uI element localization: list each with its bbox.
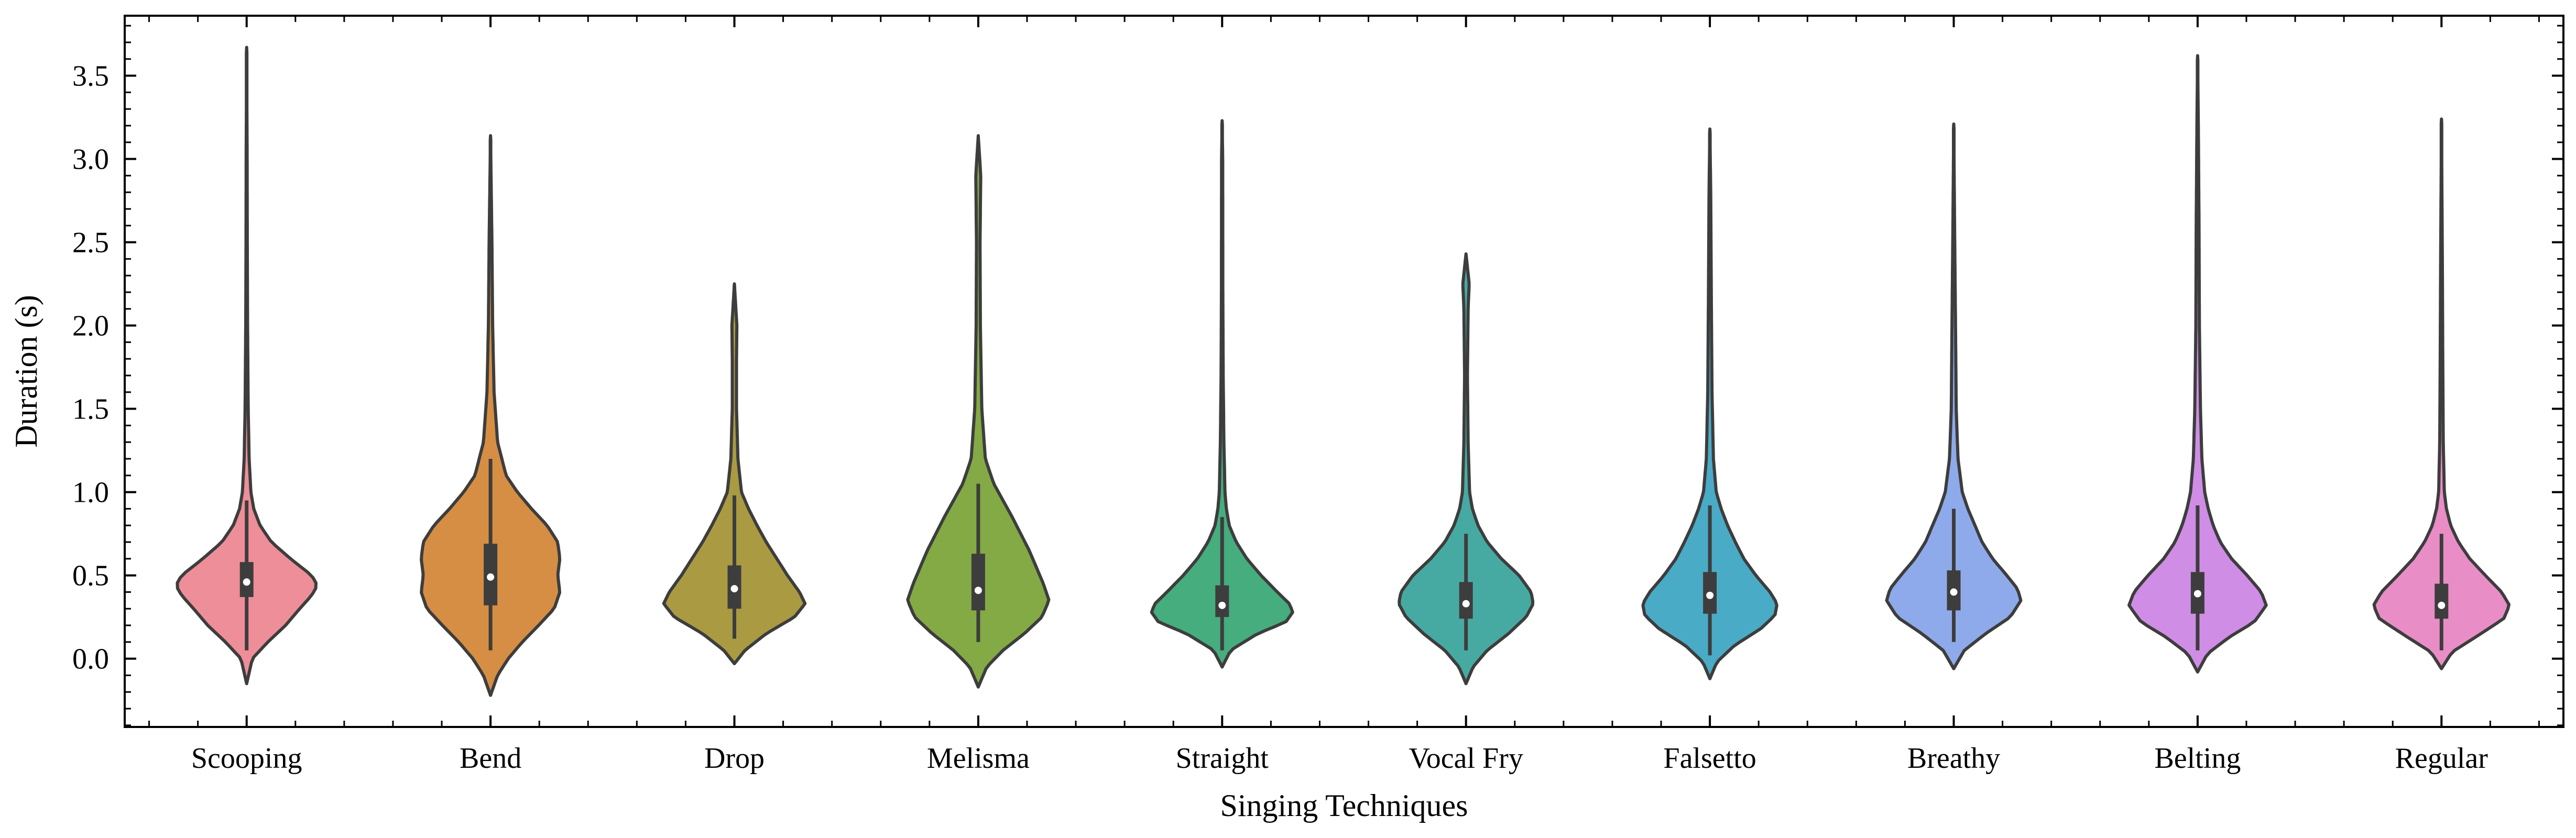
x-tick-label: Straight xyxy=(1176,742,1269,775)
violin-iqr-box xyxy=(2435,583,2449,619)
violin-body xyxy=(662,282,807,666)
x-tick-label: Drop xyxy=(704,742,765,775)
x-tick-label: Vocal Fry xyxy=(1409,742,1523,775)
violin-body xyxy=(1398,252,1535,686)
x-tick-label: Melisma xyxy=(927,742,1030,775)
violin-iqr-box xyxy=(1215,585,1229,618)
violin-scooping xyxy=(176,46,318,686)
x-axis-label: Singing Techniques xyxy=(1220,788,1468,823)
violin-body xyxy=(420,134,562,697)
violin-body xyxy=(2372,117,2510,670)
violin-body xyxy=(176,46,318,686)
violin-median xyxy=(1706,591,1714,599)
violin-body xyxy=(1641,127,1778,680)
y-tick-label: 3.5 xyxy=(72,60,109,92)
violin-median xyxy=(243,578,250,586)
violin-median xyxy=(1218,601,1226,609)
violin-median xyxy=(730,585,738,593)
violin-falsetto xyxy=(1641,127,1778,680)
violin-regular xyxy=(2372,117,2510,670)
violin-median xyxy=(1462,600,1470,608)
violin-melisma xyxy=(906,134,1051,689)
x-tick-label: Falsetto xyxy=(1663,742,1756,775)
x-tick-label: Scooping xyxy=(191,742,302,775)
axis-ticks: 0.0 0.5 1.0 1.5 2.0 2.5 3.0 3.5 Scooping Bend Drop… xyxy=(72,16,2563,775)
violin-body xyxy=(1150,119,1294,669)
violin-belting xyxy=(2127,54,2268,674)
violin-straight xyxy=(1150,119,1294,669)
violin-median xyxy=(974,587,982,594)
x-tick-label: Belting xyxy=(2154,742,2241,775)
violin-body xyxy=(906,134,1051,689)
y-tick-label: 0.0 xyxy=(72,643,109,676)
y-tick-label: 2.5 xyxy=(72,227,109,259)
violin-median xyxy=(2438,601,2446,609)
violin-iqr-box xyxy=(971,554,985,611)
y-tick-label: 3.0 xyxy=(72,144,109,176)
violin-median xyxy=(1950,588,1958,596)
violin-median xyxy=(487,573,495,581)
violin-breathy xyxy=(1885,122,2023,670)
y-axis-label: Duration (s) xyxy=(9,295,43,448)
violin-drop xyxy=(662,282,807,666)
y-tick-label: 0.5 xyxy=(72,560,109,592)
violins-group xyxy=(176,46,2510,697)
violin-body xyxy=(2127,54,2268,674)
violin-median xyxy=(2193,590,2201,598)
x-tick-label: Breathy xyxy=(1907,742,2000,775)
violin-body xyxy=(1885,122,2023,670)
violin-bend xyxy=(420,134,562,697)
x-tick-label: Bend xyxy=(460,742,521,775)
violin-vocal-fry xyxy=(1398,252,1535,686)
y-tick-label: 1.5 xyxy=(72,393,109,426)
y-tick-label: 1.0 xyxy=(72,477,109,509)
x-tick-label: Regular xyxy=(2395,742,2488,775)
y-tick-label: 2.0 xyxy=(72,310,109,343)
plot-frame xyxy=(124,15,2564,728)
